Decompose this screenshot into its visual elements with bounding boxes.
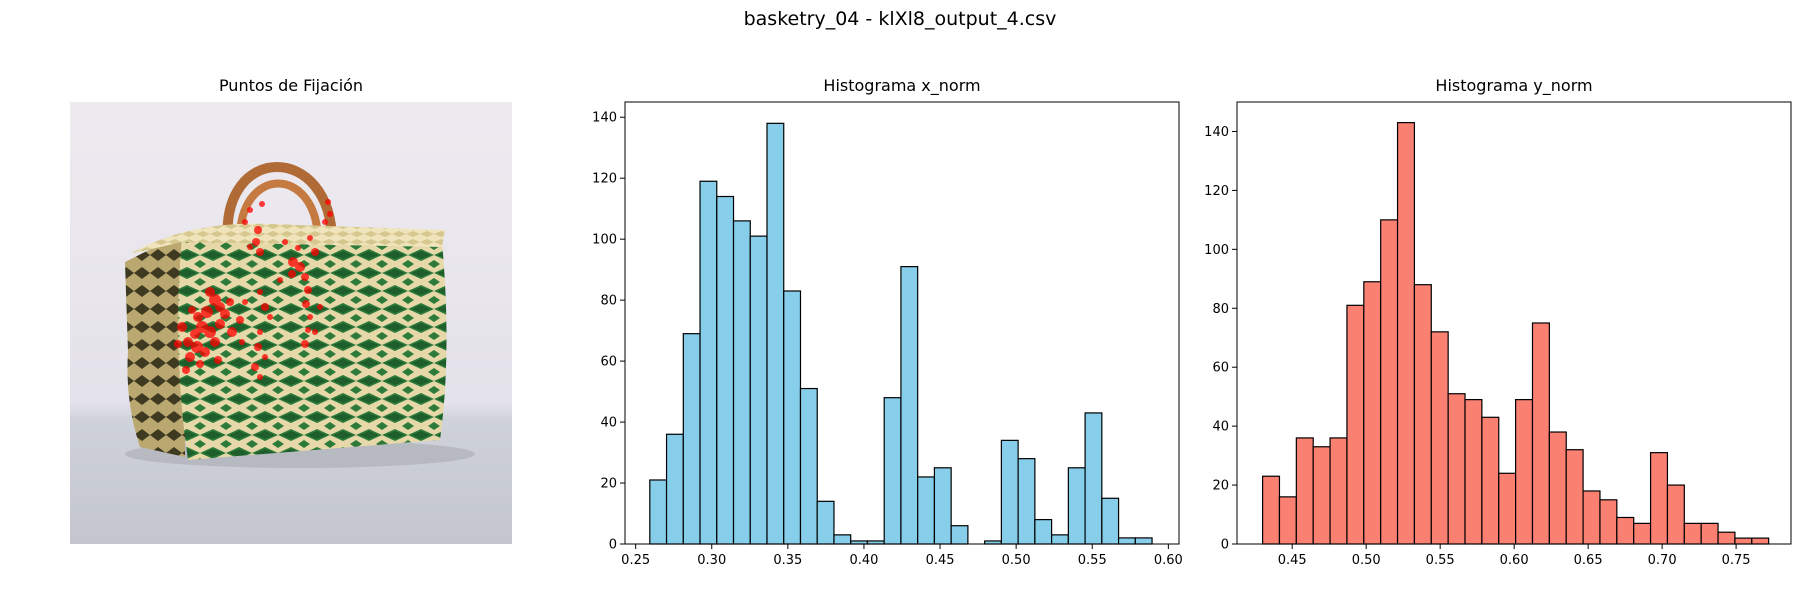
fixation-points [174,199,333,380]
histogram-bar [699,180,718,545]
histogram-bar [1295,437,1314,545]
image-panel-title: Puntos de Fijación [218,76,364,95]
histogram-bar [732,220,751,545]
histogram-bar [716,195,735,545]
y-tick-label: 140 [592,111,617,126]
histogram-bar [883,397,902,545]
y-hist-title: Histograma y_norm [1435,76,1593,95]
x-hist-title: Histograma x_norm [823,76,981,95]
histogram-bar [833,534,852,545]
y-tick-label: 140 [1204,125,1229,140]
histogram-bar [1734,537,1753,545]
x-tick-label: 0.55 [1078,553,1107,568]
histogram-bar [1261,475,1281,545]
histogram-bar [1717,531,1736,545]
histogram-bar [1666,484,1685,545]
histogram-bar [1084,412,1103,545]
histogram-bar [1017,458,1036,545]
histogram-bar [1565,449,1584,545]
histogram-bar [816,500,835,545]
x-tick-label: 0.40 [849,553,878,568]
y-tick-label: 60 [600,355,617,370]
histogram-bar [1051,534,1069,545]
histogram-bar [1413,284,1432,545]
histogram-bar [749,235,768,545]
y-tick-label: 20 [600,477,617,492]
y-tick-label: 100 [592,233,617,248]
histogram-bar [950,525,969,545]
x-tick-label: 0.60 [1500,553,1529,568]
basket-photo [70,102,512,544]
histogram-bar [1633,522,1652,545]
y-norm-histogram: 0.45 0.50 0.55 0.60 0.65 0.70 0.75 0 20 40 60 80 100… [1204,101,1792,568]
y-tick-label: 40 [1212,420,1229,435]
histogram-bar [1683,522,1702,545]
x-tick-label: 0.25 [621,553,650,568]
histogram-bar [1481,416,1500,545]
x-tick-label: 0.55 [1426,553,1455,568]
x-tick-label: 0.65 [1574,553,1603,568]
y-tick-label: 80 [600,294,617,309]
histogram-bar [1134,537,1153,545]
histogram-bar [917,476,936,545]
histogram-bar [1380,219,1399,545]
x-norm-histogram: 0.25 0.30 0.35 0.40 0.45 0.50 0.55 0.60 0 20 40 60 8… [592,101,1183,568]
histogram-bar [1498,472,1517,545]
histogram-bar [1278,496,1297,545]
x-tick-label: 0.45 [926,553,955,568]
histogram-bar [1346,304,1365,545]
histogram-bar [1447,393,1466,545]
histogram-bar [1396,122,1416,545]
histogram-bar [1363,281,1382,545]
histogram-bar [1751,537,1770,545]
histogram-bar [665,433,684,545]
x-tick-label: 0.50 [1002,553,1031,568]
histogram-bar [1700,522,1719,545]
basket-illustration [70,102,512,544]
histogram-bar [1515,399,1534,545]
x-tick-label: 0.75 [1722,553,1751,568]
y-tick-label: 0 [1221,538,1229,553]
y-tick-label: 80 [1212,302,1229,317]
histogram-bar [1548,431,1567,545]
histogram-bar [900,266,919,545]
histogram-bar [1312,446,1331,545]
histogram-bar [1649,452,1669,545]
x-tick-label: 0.60 [1154,553,1183,568]
histogram-bar [1067,467,1086,545]
histogram-bar [783,290,802,545]
x-tick-label: 0.30 [697,553,726,568]
y-tick-label: 20 [1212,479,1229,494]
histogram-bar [933,467,952,545]
histogram-bar [1582,490,1601,545]
x-tick-label: 0.45 [1278,553,1307,568]
plot-frame [624,101,1180,545]
histogram-bar [682,333,701,545]
histogram-bar [799,387,818,545]
y-tick-label: 120 [592,172,617,187]
y-tick-label: 60 [1212,361,1229,376]
figure-title: basketry_04 - klXl8_output_4.csv [743,8,1057,30]
histogram-bar [1599,499,1618,545]
histogram-bar [1329,437,1348,545]
x-tick-label: 0.70 [1648,553,1677,568]
histogram-bar [1117,537,1136,545]
histogram-bar [1531,322,1550,545]
histogram-bar [1034,519,1053,545]
x-tick-label: 0.35 [773,553,802,568]
histogram-bar [1464,399,1483,545]
histogram-bar [649,479,668,545]
y-tick-label: 120 [1204,184,1229,199]
y-tick-label: 40 [600,416,617,431]
y-tick-label: 0 [609,538,617,553]
histogram-bar [1430,331,1449,545]
x-tick-label: 0.50 [1352,553,1381,568]
histogram-bar [1000,439,1019,545]
histogram-bar [766,122,785,545]
y-tick-label: 100 [1204,243,1229,258]
histogram-bar [1101,497,1120,545]
histogram-bar [1616,516,1635,545]
